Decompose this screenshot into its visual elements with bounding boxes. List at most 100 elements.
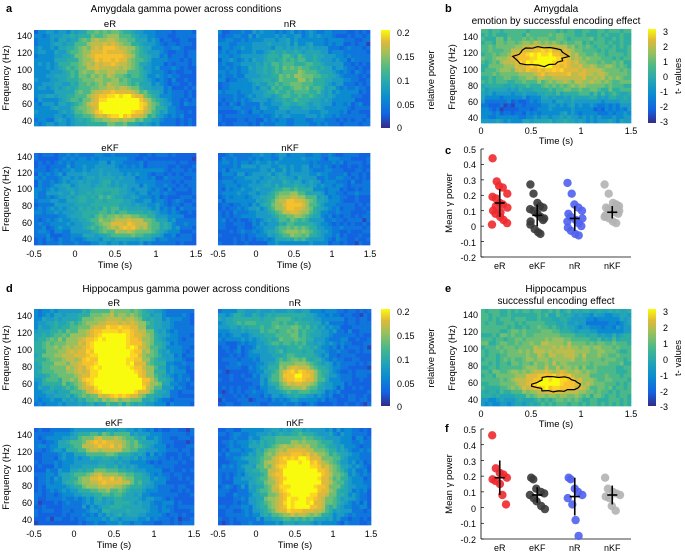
- heatmap-cell: [343, 156, 348, 162]
- heatmap-cell: [627, 87, 632, 93]
- heatmap-cell: [102, 38, 108, 43]
- heatmap-cell: [313, 42, 318, 47]
- heatmap-cell: [320, 218, 325, 223]
- heatmap-cell: [139, 222, 144, 227]
- heatmap-cell: [248, 54, 253, 59]
- heatmap-cell: [328, 82, 333, 87]
- heatmap-cell: [597, 115, 602, 120]
- heatmap-cell: [139, 34, 144, 39]
- heatmap-cell: [366, 214, 371, 219]
- heatmap-cell: [548, 87, 553, 93]
- heatmap-cell: [332, 38, 337, 43]
- heatmap-cell: [218, 58, 223, 63]
- heatmap-cell: [135, 229, 140, 234]
- heatmap-cell: [183, 38, 189, 43]
- heatmap-cell: [62, 241, 67, 246]
- heatmap-cell: [305, 160, 310, 165]
- heatmap-cell: [563, 115, 568, 120]
- heatmap-cell: [354, 30, 359, 35]
- heatmap-cell: [46, 70, 51, 75]
- heatmap-cell: [286, 110, 291, 115]
- heatmap-cell: [275, 222, 280, 227]
- heatmap-cell: [484, 32, 489, 38]
- heatmap-cell: [351, 58, 356, 63]
- heatmap-cell: [244, 118, 249, 123]
- heatmap-cell: [589, 83, 594, 89]
- y-tick: 80: [22, 82, 32, 92]
- heatmap-cell: [218, 110, 223, 115]
- heatmap-cell: [127, 176, 132, 181]
- heatmap-cell: [58, 168, 63, 173]
- heatmap-cell: [127, 58, 132, 63]
- heatmap-cell: [225, 168, 230, 173]
- heatmap-cell: [86, 30, 92, 35]
- heatmap-cell: [332, 233, 337, 238]
- heatmap-cell: [604, 111, 609, 116]
- heatmap-cell: [267, 114, 272, 119]
- heatmap-cell: [619, 76, 624, 81]
- heatmap-cell: [362, 202, 367, 208]
- heatmap-cell: [362, 70, 367, 75]
- heatmap-cell: [252, 199, 257, 204]
- heatmap-cell: [62, 160, 67, 165]
- heatmap-cell: [218, 153, 223, 158]
- heatmap-cell: [556, 40, 561, 46]
- heatmap-cell: [343, 94, 348, 99]
- heatmap-cell: [147, 237, 152, 242]
- heatmap-cell: [309, 78, 314, 83]
- heatmap: [34, 309, 195, 407]
- heatmap-cell: [297, 90, 302, 95]
- heatmap-cell: [58, 42, 63, 47]
- heatmap-cell: [343, 229, 348, 234]
- heatmap-cell: [358, 202, 363, 208]
- heatmap-cell: [233, 122, 238, 127]
- heatmap-cell: [294, 218, 299, 223]
- heatmap-cell: [492, 56, 497, 61]
- heatmap-cell: [301, 118, 306, 123]
- heatmap-cell: [74, 74, 79, 79]
- heatmap-cell: [175, 202, 181, 208]
- heatmap-cell: [556, 107, 561, 112]
- heatmap-cell: [139, 183, 144, 188]
- heatmap-cell: [351, 98, 356, 103]
- heatmap-cell: [90, 218, 96, 223]
- heatmap-cell: [301, 160, 306, 165]
- heatmap-cell: [175, 58, 181, 63]
- heatmap-cell: [271, 237, 276, 242]
- heatmap-cell: [34, 333, 39, 338]
- heatmap-cell: [578, 44, 583, 49]
- heatmap-cell: [233, 156, 238, 162]
- heatmap-cell: [259, 233, 264, 238]
- heatmap-cell: [86, 62, 92, 67]
- heatmap-cell: [366, 164, 371, 169]
- heatmap-cell: [278, 164, 283, 169]
- heatmap-cell: [305, 191, 310, 196]
- heatmap-cell: [282, 114, 287, 119]
- heatmap-cell: [54, 66, 59, 71]
- heatmap-cell: [627, 29, 632, 34]
- heatmap-cell: [98, 225, 104, 231]
- heatmap-cell: [297, 214, 302, 219]
- heatmap-cell: [526, 72, 531, 77]
- heatmap-cell: [119, 38, 124, 43]
- heatmap-cell: [529, 87, 534, 93]
- heatmap-cell: [571, 107, 576, 112]
- heatmap-cell: [366, 187, 371, 192]
- heatmap-cell: [278, 38, 283, 43]
- heatmap-cell: [46, 94, 51, 99]
- heatmap-cell: [102, 168, 108, 173]
- heatmap-cell: [597, 64, 602, 69]
- heatmap-cell: [275, 164, 280, 169]
- heatmap-cell: [70, 199, 75, 204]
- heatmap-cell: [481, 32, 486, 38]
- heatmap-cell: [481, 40, 486, 46]
- heatmap-cell: [548, 32, 553, 38]
- heatmap-cell: [221, 225, 226, 231]
- heatmap-cell: [62, 206, 67, 211]
- heatmap-cell: [143, 199, 148, 204]
- heatmap-cell: [267, 172, 272, 177]
- heatmap-cell: [259, 183, 264, 188]
- heatmap-cell: [123, 229, 128, 234]
- heatmap-cell: [34, 86, 39, 91]
- heatmap-cell: [110, 176, 116, 181]
